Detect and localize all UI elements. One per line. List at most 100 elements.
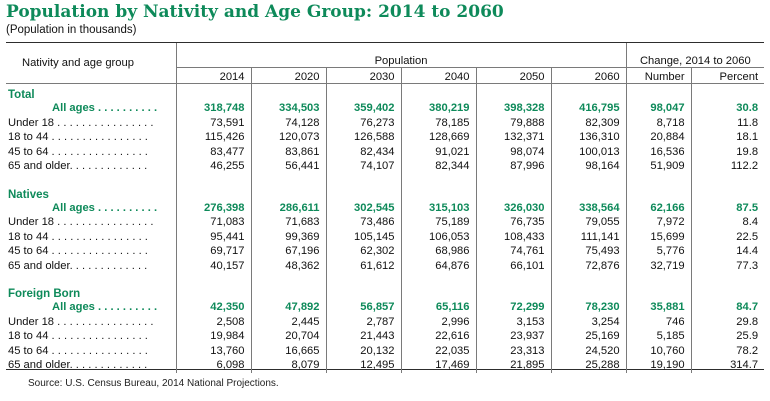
data-cell: 19,190 bbox=[625, 358, 692, 373]
spacer-cell bbox=[6, 273, 176, 283]
data-cell: 13,760 bbox=[175, 343, 251, 358]
data-cell: 132,371 bbox=[475, 130, 551, 145]
data-cell: 24,520 bbox=[550, 343, 627, 358]
row-label: 65 and older. . . . . . . . . . . . . bbox=[8, 259, 148, 272]
stub-header: Nativity and age group bbox=[6, 43, 176, 84]
table-row: 65 and older. . . . . . . . . . . . . 6,0… bbox=[6, 358, 765, 373]
col-header: Percent bbox=[690, 67, 765, 84]
col-header: 2050 bbox=[475, 67, 551, 84]
data-cell: 318,748 bbox=[175, 101, 251, 116]
section-spacer bbox=[6, 273, 765, 283]
row-label: Under 18 . . . . . . . . . . . . . . . . bbox=[8, 216, 154, 229]
table-row: 45 to 64 . . . . . . . . . . . . . . . .… bbox=[6, 244, 765, 259]
col-header: 2040 bbox=[400, 67, 476, 84]
table-row: 18 to 44 . . . . . . . . . . . . . . . .… bbox=[6, 130, 765, 145]
data-cell: 75,493 bbox=[550, 244, 627, 259]
spacer-cell bbox=[400, 173, 476, 184]
data-cell: 73,591 bbox=[175, 115, 251, 130]
data-cell: 78,185 bbox=[400, 115, 476, 130]
data-cell: 42,350 bbox=[175, 300, 251, 315]
section-heading-cell bbox=[325, 283, 401, 300]
data-cell: 48,362 bbox=[250, 258, 326, 273]
data-cell: 83,477 bbox=[175, 144, 251, 159]
spacer-cell bbox=[550, 173, 627, 184]
data-cell: 11.8 bbox=[690, 115, 765, 130]
data-cell: 120,073 bbox=[250, 130, 326, 145]
data-cell: 12,495 bbox=[325, 358, 401, 373]
data-cell: 74,107 bbox=[325, 159, 401, 174]
spacer-cell bbox=[690, 173, 765, 184]
section-heading-cell bbox=[475, 183, 551, 201]
data-cell: 82,309 bbox=[550, 115, 627, 130]
data-table-frame: Nativity and age group Population Change… bbox=[6, 42, 765, 373]
data-cell: 15,699 bbox=[625, 229, 692, 244]
table-row: 18 to 44 . . . . . . . . . . . . . . . .… bbox=[6, 329, 765, 344]
table-row: 45 to 64 . . . . . . . . . . . . . . . .… bbox=[6, 343, 765, 358]
data-cell: 8,079 bbox=[250, 358, 326, 373]
data-cell: 62,302 bbox=[325, 244, 401, 259]
section-heading-cell bbox=[550, 283, 627, 300]
data-cell: 74,761 bbox=[475, 244, 551, 259]
data-cell: 302,545 bbox=[325, 200, 401, 215]
data-cell: 47,892 bbox=[250, 300, 326, 315]
data-cell: 111,141 bbox=[550, 229, 627, 244]
data-cell: 87.5 bbox=[690, 200, 765, 215]
source-note: Source: U.S. Census Bureau, 2014 Nationa… bbox=[28, 378, 279, 389]
section-heading-cell bbox=[550, 183, 627, 201]
data-cell: 46,255 bbox=[175, 159, 251, 174]
data-cell: 82,344 bbox=[400, 159, 476, 174]
data-cell: 314.7 bbox=[690, 358, 765, 373]
table-title: Population by Nativity and Age Group: 20… bbox=[6, 2, 504, 22]
data-cell: 416,795 bbox=[550, 101, 627, 116]
data-cell: 65,116 bbox=[400, 300, 476, 315]
row-label: All ages . . . . . . . . . . bbox=[52, 102, 158, 115]
data-cell: 21,443 bbox=[325, 329, 401, 344]
change-group-header: Change, 2014 to 2060 bbox=[625, 43, 765, 68]
data-cell: 6,098 bbox=[175, 358, 251, 373]
table-row: Under 18 . . . . . . . . . . . . . . . .… bbox=[6, 314, 765, 329]
data-cell: 20,132 bbox=[325, 343, 401, 358]
section-header-row: Total bbox=[6, 83, 765, 101]
table-row: Under 18 . . . . . . . . . . . . . . . .… bbox=[6, 115, 765, 130]
row-label: 45 to 64 . . . . . . . . . . . . . . . . bbox=[8, 145, 148, 158]
data-cell: 79,055 bbox=[550, 215, 627, 230]
section-heading-cell bbox=[475, 83, 551, 101]
section-heading-cell bbox=[175, 283, 251, 300]
row-label: 18 to 44 . . . . . . . . . . . . . . . . bbox=[8, 230, 148, 243]
data-cell: 126,588 bbox=[325, 130, 401, 145]
table-row: 65 and older. . . . . . . . . . . . . 46,… bbox=[6, 159, 765, 174]
data-cell: 100,013 bbox=[550, 144, 627, 159]
row-label: All ages . . . . . . . . . . bbox=[52, 301, 158, 314]
data-cell: 32,719 bbox=[625, 258, 692, 273]
section-heading-cell bbox=[625, 183, 692, 201]
section-heading-cell bbox=[690, 183, 765, 201]
data-cell: 326,030 bbox=[475, 200, 551, 215]
row-label: 18 to 44 . . . . . . . . . . . . . . . . bbox=[8, 330, 148, 343]
data-cell: 67,196 bbox=[250, 244, 326, 259]
data-cell: 3,254 bbox=[550, 314, 627, 329]
data-cell: 99,369 bbox=[250, 229, 326, 244]
data-cell: 16,536 bbox=[625, 144, 692, 159]
data-cell: 20,884 bbox=[625, 130, 692, 145]
data-cell: 68,986 bbox=[400, 244, 476, 259]
data-cell: 66,101 bbox=[475, 258, 551, 273]
col-header: 2020 bbox=[250, 67, 326, 84]
table-row: 18 to 44 . . . . . . . . . . . . . . . .… bbox=[6, 229, 765, 244]
data-cell: 72,299 bbox=[475, 300, 551, 315]
section-heading-cell bbox=[175, 183, 251, 201]
data-cell: 5,185 bbox=[625, 329, 692, 344]
data-cell: 16,665 bbox=[250, 343, 326, 358]
section-heading-cell bbox=[625, 83, 692, 101]
data-cell: 95,441 bbox=[175, 229, 251, 244]
data-cell: 19.8 bbox=[690, 144, 765, 159]
population-table: Nativity and age group Population Change… bbox=[6, 43, 765, 373]
section-heading-cell bbox=[250, 83, 326, 101]
data-cell: 276,398 bbox=[175, 200, 251, 215]
data-cell: 22.5 bbox=[690, 229, 765, 244]
data-cell: 78.2 bbox=[690, 343, 765, 358]
data-cell: 75,189 bbox=[400, 215, 476, 230]
data-cell: 2,787 bbox=[325, 314, 401, 329]
spacer-cell bbox=[475, 273, 551, 283]
data-cell: 82,434 bbox=[325, 144, 401, 159]
row-label: 65 and older. . . . . . . . . . . . . bbox=[8, 359, 148, 372]
